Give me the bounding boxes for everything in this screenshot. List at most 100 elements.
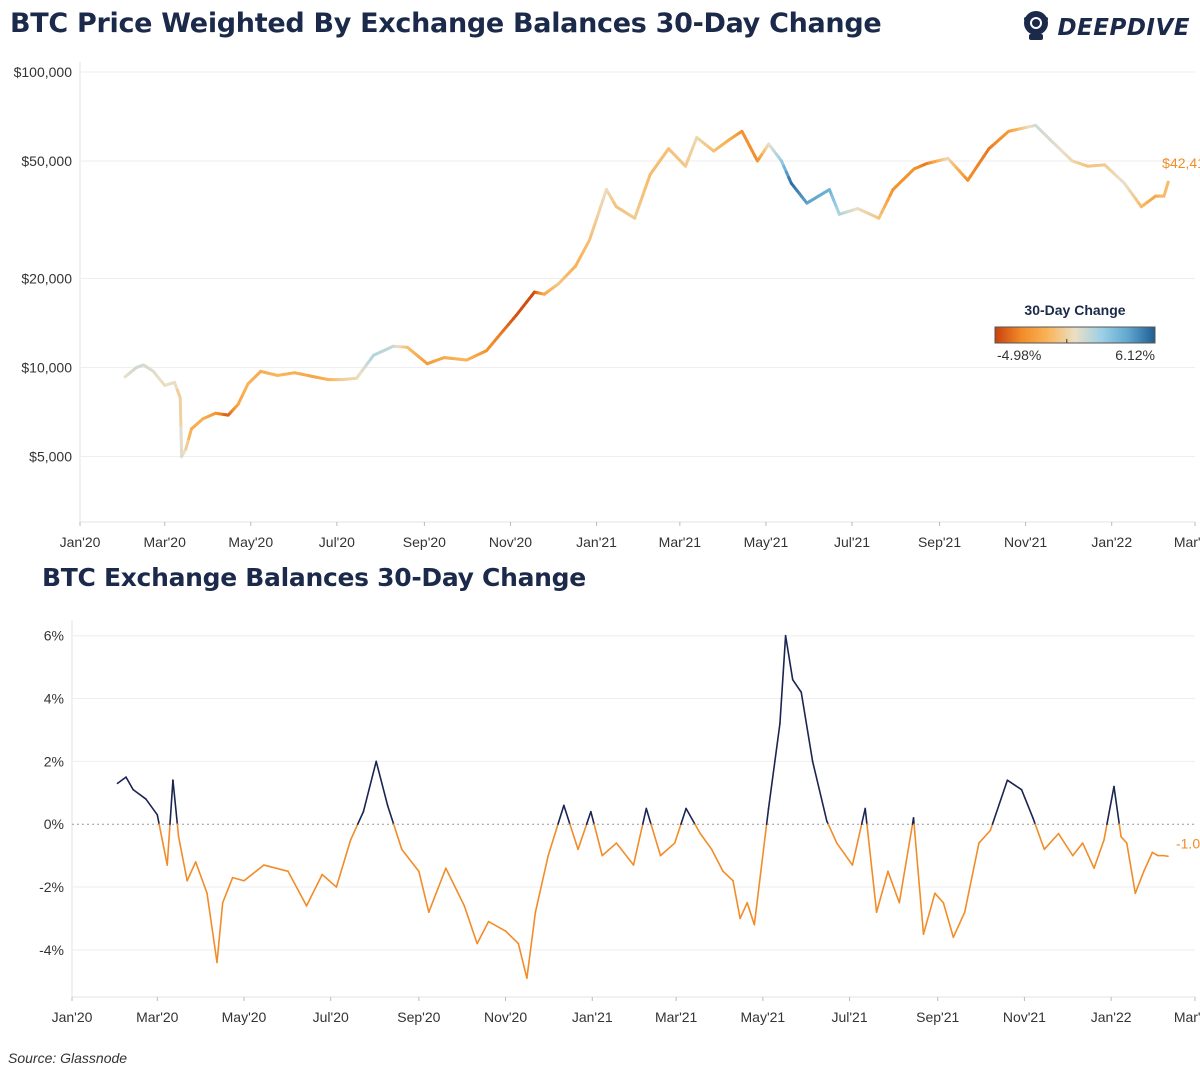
change-segment bbox=[177, 835, 188, 882]
change-segment bbox=[765, 807, 770, 826]
price-segment bbox=[1164, 180, 1170, 191]
change-chart: -4% -2% 0% 2% 4% 6% Jan'20 Mar'20 May'20 Jul'20 Se… bbox=[39, 620, 1200, 1025]
change-segment bbox=[504, 930, 520, 945]
change-segment bbox=[767, 722, 781, 810]
change-segment bbox=[934, 892, 945, 904]
change-segment bbox=[585, 810, 592, 826]
diver-helmet-icon bbox=[1021, 8, 1051, 47]
x-tick-label: Nov'21 bbox=[1004, 534, 1047, 550]
change-segment bbox=[860, 807, 867, 826]
change-segment bbox=[922, 892, 936, 935]
change-segment bbox=[753, 823, 768, 926]
change-segment bbox=[739, 901, 749, 920]
x-tick-label: May'21 bbox=[744, 534, 789, 550]
change-segment bbox=[476, 920, 490, 945]
change-segment bbox=[811, 760, 828, 822]
change-segment bbox=[593, 823, 604, 857]
x-tick-label: Jan'22 bbox=[1091, 534, 1132, 550]
brand-name: DEEPDIVE bbox=[1057, 14, 1190, 41]
change-segment bbox=[569, 823, 579, 851]
change-segment bbox=[1020, 788, 1034, 819]
change-segment bbox=[1006, 779, 1023, 791]
x-tick-label: Mar'22 bbox=[1174, 1009, 1200, 1025]
change-segment bbox=[898, 823, 914, 904]
change-segment bbox=[221, 876, 234, 904]
change-segment bbox=[1106, 785, 1115, 826]
x-tick-label: May'20 bbox=[222, 1009, 267, 1025]
change-segment bbox=[590, 810, 595, 826]
y-tick-label: $20,000 bbox=[21, 271, 72, 287]
change-segment bbox=[685, 807, 696, 826]
change-segment bbox=[156, 813, 160, 826]
change-segment bbox=[356, 810, 365, 826]
change-segment bbox=[194, 861, 208, 895]
price-segment bbox=[184, 437, 191, 451]
last-change-label: -1.02% bbox=[1176, 835, 1200, 851]
x-tick-label: Jan'20 bbox=[52, 1009, 93, 1025]
change-segment bbox=[231, 876, 245, 882]
change-segment bbox=[989, 823, 994, 832]
change-segment bbox=[400, 848, 420, 873]
change-segment bbox=[1103, 823, 1108, 841]
change-segment bbox=[166, 823, 171, 866]
change-segment bbox=[1034, 823, 1046, 851]
change-segment bbox=[1118, 823, 1122, 838]
change-segment bbox=[1081, 842, 1095, 869]
legend-max-label: 6.12% bbox=[1115, 347, 1155, 363]
y-tick-label: 0% bbox=[44, 816, 64, 832]
change-segment bbox=[287, 870, 308, 907]
change-segment bbox=[534, 854, 550, 913]
x-tick-label: Jan'21 bbox=[576, 534, 617, 550]
legend-color-bar bbox=[994, 326, 1156, 344]
price-segment bbox=[178, 396, 183, 429]
change-segment bbox=[517, 942, 528, 979]
chart-title-change: BTC Exchange Balances 30-Day Change bbox=[42, 563, 586, 592]
change-segment bbox=[913, 823, 925, 935]
change-segment bbox=[1134, 870, 1145, 895]
x-tick-label: Jul'20 bbox=[313, 1009, 349, 1025]
change-segment bbox=[158, 823, 169, 866]
change-segment bbox=[349, 823, 359, 841]
change-segment bbox=[1057, 832, 1074, 857]
x-tick-label: Nov'21 bbox=[1003, 1009, 1046, 1025]
change-segment bbox=[680, 807, 687, 826]
last-price-label: $42,411 bbox=[1162, 155, 1200, 171]
y-tick-label: -2% bbox=[39, 879, 64, 895]
x-tick-label: Sep'20 bbox=[403, 534, 446, 550]
change-segment bbox=[942, 901, 955, 939]
change-segment bbox=[784, 634, 794, 681]
x-tick-label: Nov'20 bbox=[489, 534, 532, 550]
change-segment bbox=[866, 823, 878, 913]
change-segment bbox=[864, 807, 868, 826]
change-segment bbox=[321, 873, 338, 888]
x-tick-label: Mar'21 bbox=[655, 1009, 698, 1025]
x-tick-label: Jul'21 bbox=[834, 534, 870, 550]
change-segment bbox=[145, 798, 159, 816]
change-segment bbox=[1125, 842, 1137, 895]
change-segment bbox=[991, 779, 1009, 826]
legend-min-label: -4.98% bbox=[997, 347, 1041, 363]
brand-logo: DEEPDIVE bbox=[1021, 8, 1190, 47]
change-segment bbox=[963, 842, 980, 913]
change-segment bbox=[132, 788, 147, 800]
change-line bbox=[116, 634, 1169, 979]
x-tick-label: Sep'20 bbox=[397, 1009, 440, 1025]
change-segment bbox=[694, 823, 702, 835]
change-segment bbox=[875, 870, 889, 913]
x-tick-label: May'21 bbox=[741, 1009, 786, 1025]
change-segment bbox=[1143, 851, 1154, 873]
x-tick-label: Mar'21 bbox=[659, 534, 702, 550]
change-segment bbox=[176, 823, 180, 838]
change-segment bbox=[526, 911, 537, 979]
change-segment bbox=[386, 804, 395, 826]
change-segment bbox=[362, 760, 378, 813]
price-chart: $5,000 $10,000 $20,000 $50,000 $100,000 Jan'2… bbox=[14, 62, 1200, 550]
change-segment bbox=[1032, 817, 1037, 826]
change-segment bbox=[632, 823, 644, 866]
change-segment bbox=[779, 634, 787, 725]
x-tick-label: Mar'20 bbox=[144, 534, 187, 550]
change-segment bbox=[1162, 854, 1169, 858]
change-segment bbox=[641, 807, 648, 826]
y-tick-label: $10,000 bbox=[21, 359, 72, 375]
change-segment bbox=[557, 804, 565, 826]
